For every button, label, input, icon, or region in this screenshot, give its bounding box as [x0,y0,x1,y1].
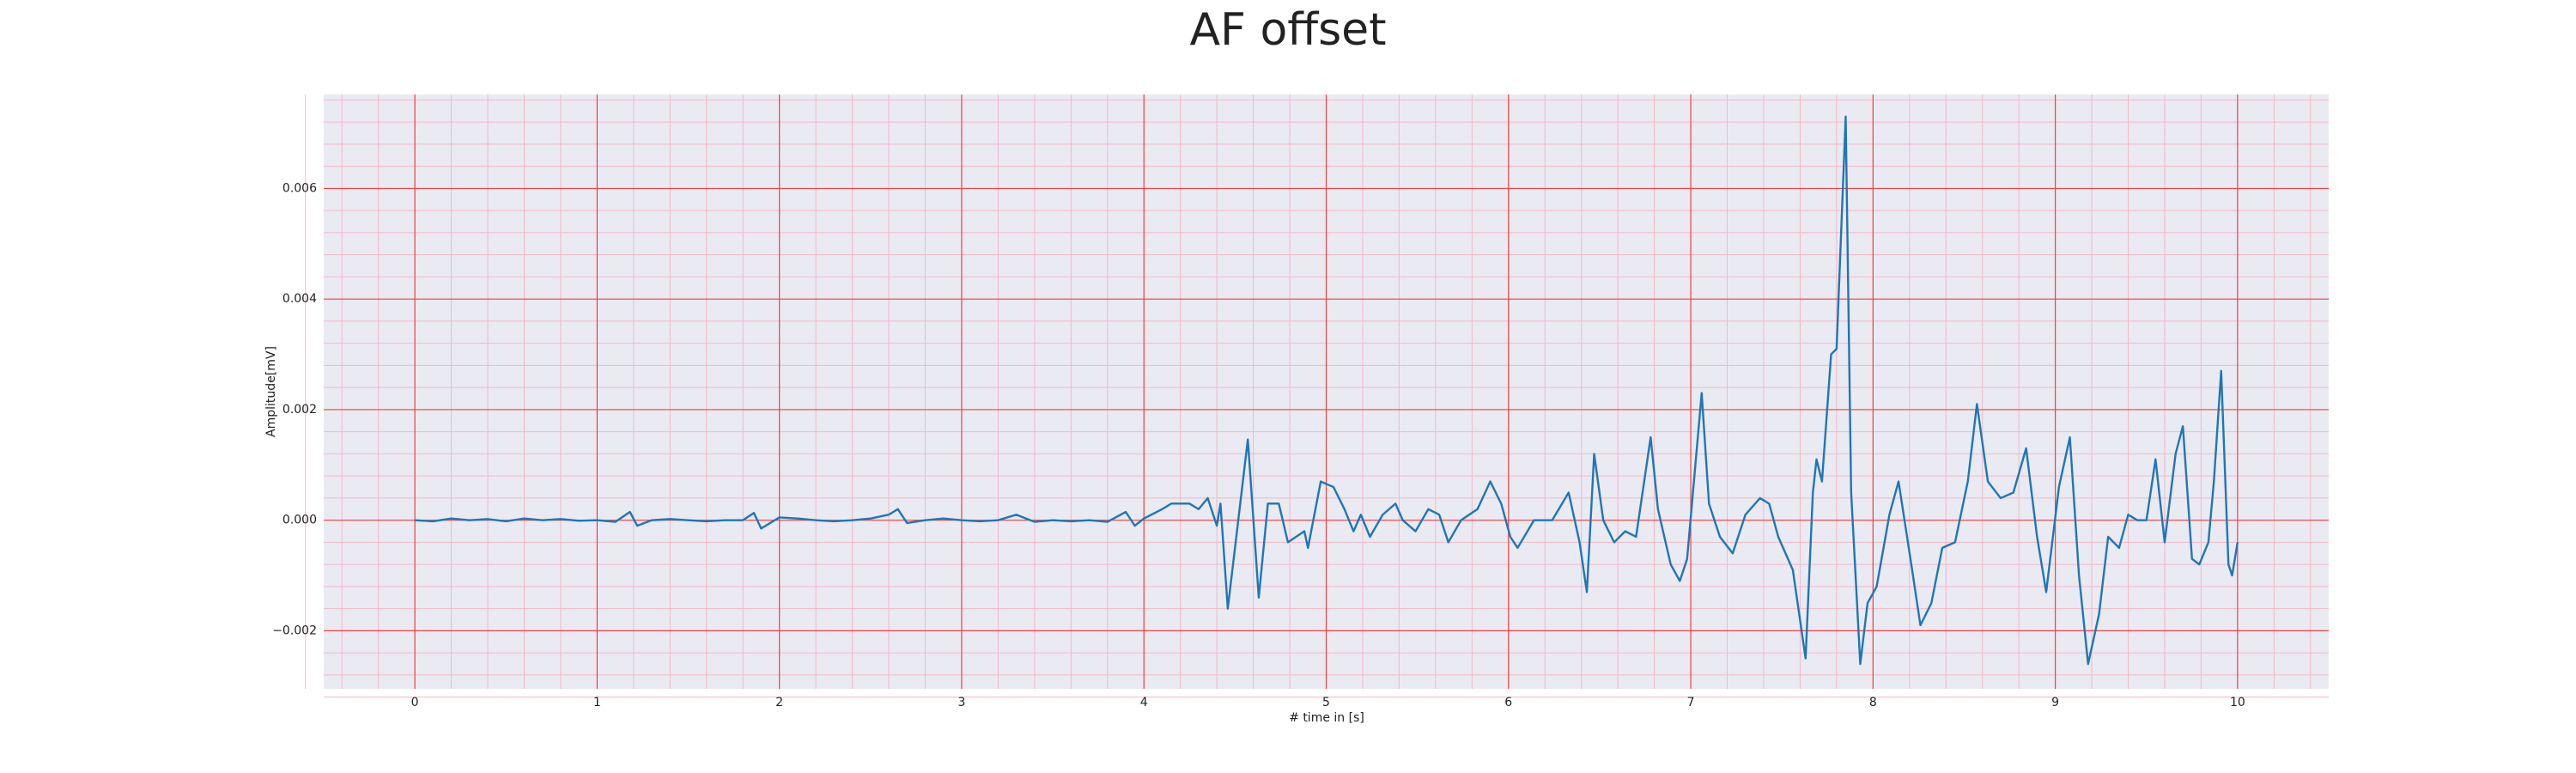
x-tick-label: 5 [1322,696,1330,709]
x-tick-label: 9 [2051,696,2059,709]
y-tick-label: 0.004 [283,292,317,306]
x-tick-label: 0 [411,696,419,709]
y-axis-label: Amplitude[mV] [264,346,278,437]
x-axis-label: # time in [s] [1289,711,1364,725]
chart-title: AF offset [1189,4,1386,56]
y-tick-label: 0.002 [283,403,317,417]
x-tick-label: 7 [1687,696,1695,709]
x-tick-label: 10 [2230,696,2245,709]
x-tick-label: 1 [593,696,601,709]
y-tick-label: 0.006 [283,181,317,195]
x-tick-label: 3 [957,696,965,709]
y-tick-label: 0.000 [283,514,317,527]
x-tick-label: 4 [1140,696,1148,709]
line-series [415,115,2239,666]
y-tick-label: −0.002 [272,624,317,637]
x-tick-label: 2 [775,696,783,709]
x-tick-label: 6 [1504,696,1512,709]
x-tick-label: 8 [1869,696,1877,709]
